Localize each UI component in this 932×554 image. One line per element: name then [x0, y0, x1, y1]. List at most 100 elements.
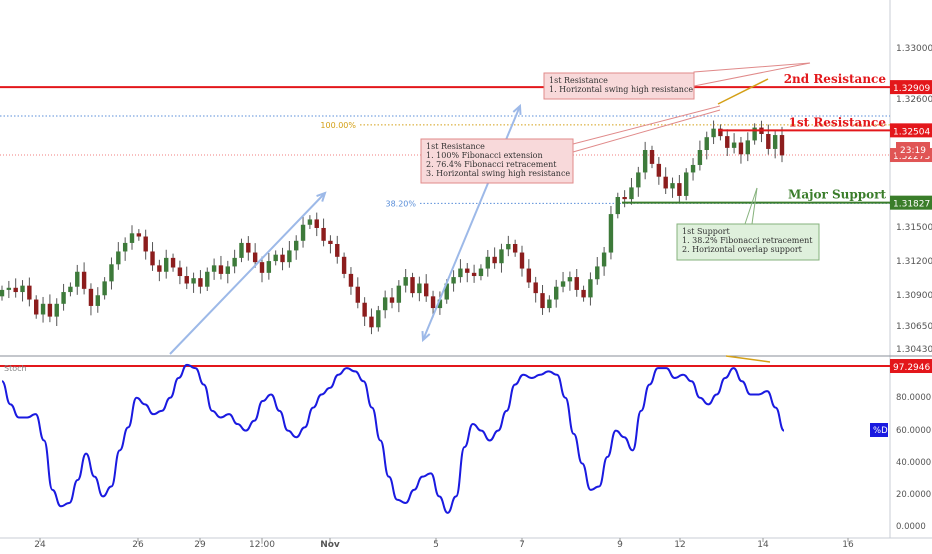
- countdown-tag: 23:19: [900, 146, 926, 156]
- candle-body: [629, 187, 634, 200]
- candle-body: [40, 303, 46, 315]
- candle: [663, 167, 668, 195]
- candle-body: [451, 277, 456, 284]
- candle: [75, 264, 80, 295]
- candle: [314, 212, 319, 237]
- candle: [690, 158, 696, 181]
- candle-body: [526, 268, 532, 283]
- candle-body: [307, 219, 313, 225]
- candle: [184, 266, 189, 290]
- candle-body: [20, 285, 25, 293]
- candle: [725, 129, 730, 156]
- candle: [34, 295, 39, 319]
- candle: [649, 145, 655, 169]
- price-tick-label: 1.31200: [896, 257, 932, 267]
- candle: [143, 229, 148, 260]
- candle: [54, 298, 59, 327]
- annotation-line: 3. Horizontal swing high resistance: [426, 169, 570, 178]
- candle: [478, 264, 484, 281]
- candle-body: [157, 265, 162, 272]
- candle: [362, 297, 367, 327]
- time-tick-label: 9: [617, 540, 623, 550]
- stoch-tick-label: 0.0000: [896, 522, 926, 532]
- candle: [300, 216, 306, 248]
- candle: [191, 272, 196, 293]
- arrow-head: [512, 103, 522, 116]
- candle-body: [369, 316, 374, 328]
- candle-body: [601, 252, 607, 267]
- candle-body: [109, 264, 114, 282]
- candle-body: [129, 233, 135, 243]
- arrow-shaft: [169, 192, 326, 355]
- candle-body: [636, 172, 641, 188]
- candle: [492, 247, 497, 269]
- candle: [574, 268, 579, 297]
- candle: [670, 177, 675, 198]
- divergence-line-stoch: [725, 355, 771, 363]
- candle: [102, 277, 107, 300]
- candle-body: [588, 279, 593, 298]
- candle: [47, 294, 53, 323]
- countdown-tag-bg: [896, 142, 930, 156]
- candle-body: [273, 254, 278, 262]
- candle-body: [622, 197, 627, 200]
- candle-body: [280, 254, 285, 263]
- candle-body: [211, 265, 217, 272]
- candle-body: [218, 265, 224, 274]
- stoch-tick-label: 80.0000: [896, 393, 931, 403]
- candle-body: [122, 242, 128, 252]
- level-tag-bg: [890, 80, 932, 95]
- candle: [266, 252, 272, 280]
- candle-body: [410, 277, 415, 294]
- candle-body: [328, 240, 333, 244]
- candle: [129, 225, 135, 250]
- candle-body: [512, 243, 518, 253]
- callout-connector: [572, 109, 721, 153]
- candle-body: [102, 281, 107, 296]
- candle-body: [259, 262, 265, 273]
- candle: [95, 287, 100, 313]
- candle: [519, 245, 525, 277]
- candle-body: [458, 268, 463, 278]
- candle: [376, 305, 381, 332]
- candle: [170, 253, 176, 272]
- price-tick-label: 1.30430: [896, 345, 932, 355]
- candle-body: [321, 227, 326, 241]
- candle-body: [54, 303, 59, 317]
- candle: [157, 259, 162, 282]
- candle: [772, 129, 778, 159]
- candle-body: [704, 137, 709, 151]
- candle: [458, 259, 463, 283]
- candle: [205, 267, 210, 291]
- candle-body: [266, 261, 272, 273]
- candle: [437, 291, 443, 315]
- level-tag-bg: [890, 123, 932, 138]
- candle: [779, 126, 785, 163]
- candle: [382, 290, 388, 319]
- annotation-bg: [676, 223, 820, 261]
- candle: [164, 249, 169, 279]
- candle-body: [34, 299, 39, 315]
- candle-body: [362, 302, 367, 317]
- callout-connector: [751, 187, 758, 225]
- candle: [595, 257, 600, 285]
- candle: [122, 237, 128, 261]
- candle-body: [649, 150, 655, 164]
- candle: [232, 249, 237, 274]
- candle: [294, 235, 299, 260]
- time-tick-label: 7: [519, 540, 525, 550]
- candle-body: [718, 128, 723, 137]
- candle: [218, 255, 224, 280]
- candle: [588, 272, 593, 306]
- candle: [225, 260, 230, 284]
- candle: [704, 131, 709, 160]
- time-tick-label: 12:00: [249, 540, 275, 550]
- trend-arrow: [169, 191, 327, 355]
- candle-body: [506, 243, 511, 250]
- candle-body: [711, 128, 716, 138]
- level-tag-text: 1.32909: [893, 84, 930, 94]
- candle-body: [95, 295, 100, 306]
- stoch-legend: %D: [873, 426, 888, 436]
